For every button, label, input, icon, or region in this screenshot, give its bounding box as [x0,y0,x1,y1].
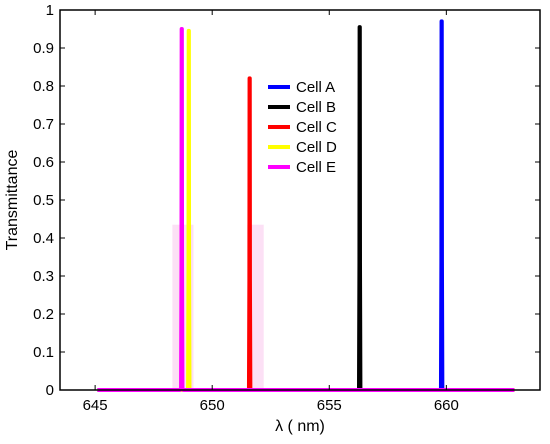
y-tick-label: 0.9 [33,40,54,57]
series-line-cell-e [97,27,515,392]
legend-label-cell-b: Cell B [296,99,336,116]
y-tick-label: 0.5 [33,192,54,209]
y-tick-label: 0.4 [33,230,54,247]
y-tick-label: 0.2 [33,306,54,323]
y-tick-label: 0.7 [33,116,54,133]
x-tick-label: 645 [83,397,108,414]
legend-label-cell-e: Cell E [296,159,336,176]
y-tick-label: 1 [46,2,54,19]
legend-label-cell-c: Cell C [296,119,337,136]
legend-label-cell-d: Cell D [296,139,337,156]
y-axis-label: Transmittance [4,150,21,251]
x-tick-label: 655 [317,397,342,414]
y-tick-label: 0 [46,382,54,399]
plot-frame [59,9,541,391]
series-layer [97,19,515,392]
y-tick-label: 0.8 [33,78,54,95]
legend-label-cell-a: Cell A [296,79,335,96]
x-tick-label: 660 [434,397,459,414]
y-tick-label: 0.6 [33,154,54,171]
y-tick-label: 0.3 [33,268,54,285]
series-line-cell-a [97,19,515,392]
y-tick-label: 0.1 [33,344,54,361]
legend: Cell A Cell B Cell C Cell D Cell E [268,79,337,176]
x-tick-label: 650 [200,397,225,414]
x-axis-label: λ ( nm) [275,418,325,435]
ticks-layer: 645 650 655 660 0 0.1 0.2 0.3 0.4 0.5 0.6 0.7 0.8 0.9… [33,2,540,414]
